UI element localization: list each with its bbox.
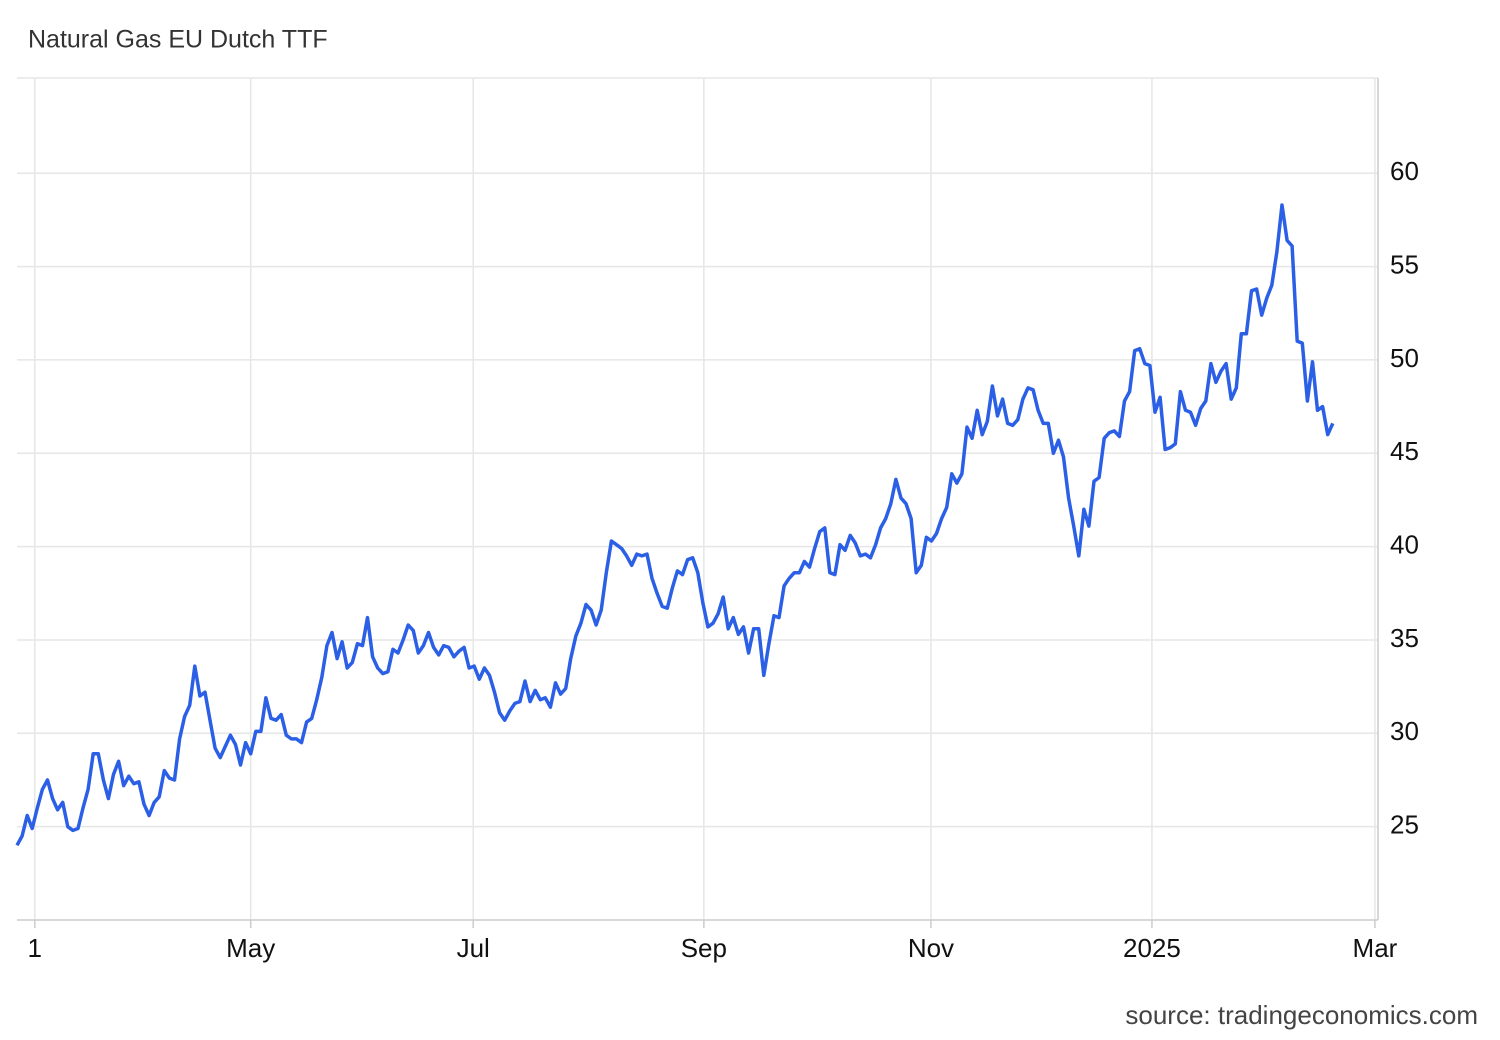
y-tick-label: 45 bbox=[1390, 436, 1419, 466]
x-tick-label: Jul bbox=[457, 933, 490, 963]
source: source: tradingeconomics.com bbox=[1125, 1000, 1478, 1030]
line-series bbox=[15, 203, 1335, 847]
x-tick-label: Nov bbox=[908, 933, 954, 963]
x-tick-label: 1 bbox=[28, 933, 42, 963]
x-tick-label: Sep bbox=[681, 933, 727, 963]
x-tick-label: May bbox=[226, 933, 275, 963]
y-tick-label: 35 bbox=[1390, 623, 1419, 653]
y-tick-label: 25 bbox=[1390, 810, 1419, 840]
y-tick-label: 30 bbox=[1390, 716, 1419, 746]
y-tick-label: 55 bbox=[1390, 249, 1419, 279]
x-tick-label: Mar bbox=[1353, 933, 1398, 963]
y-tick-label: 40 bbox=[1390, 529, 1419, 559]
y-tick-label: 60 bbox=[1390, 156, 1419, 186]
x-tick-label: 2025 bbox=[1123, 933, 1181, 963]
chart-title: Natural Gas EU Dutch TTF bbox=[28, 26, 328, 54]
y-tick-label: 50 bbox=[1390, 343, 1419, 373]
